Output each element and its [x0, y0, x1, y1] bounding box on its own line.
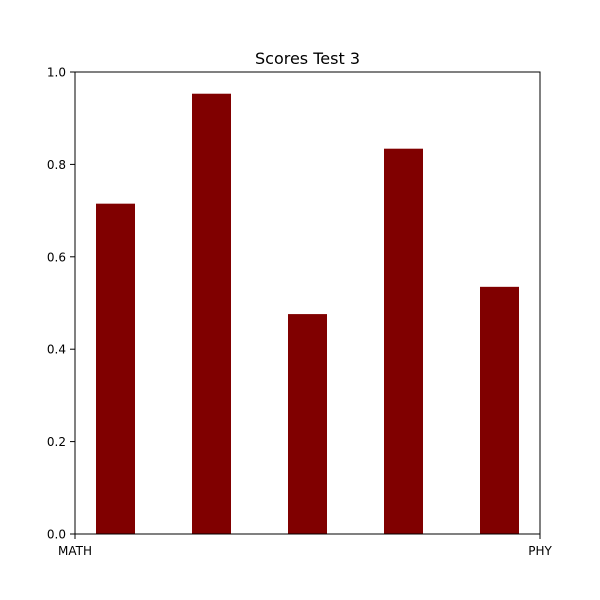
- bar-2: [192, 93, 231, 535]
- bar-1: [96, 203, 135, 535]
- bars-group: [96, 93, 519, 535]
- x-axis: MATH PHY: [58, 534, 552, 558]
- y-tick-label-2: 0.4: [47, 343, 66, 357]
- y-tick-label-4: 0.8: [47, 158, 66, 172]
- y-tick-label-3: 0.6: [47, 250, 66, 264]
- plot-frame: [74, 71, 541, 535]
- y-axis: 0.0 0.2 0.4 0.6 0.8 1.0: [47, 66, 75, 542]
- chart-title: Scores Test 3: [255, 49, 360, 68]
- x-tick-label-math: MATH: [58, 544, 92, 558]
- bar-4: [384, 148, 423, 534]
- y-tick-label-0: 0.0: [47, 528, 66, 542]
- y-tick-label-5: 1.0: [47, 66, 66, 80]
- bar-5: [480, 286, 519, 534]
- y-tick-label-1: 0.2: [47, 435, 66, 449]
- x-tick-label-phy: PHY: [528, 544, 552, 558]
- bar-3: [288, 314, 327, 534]
